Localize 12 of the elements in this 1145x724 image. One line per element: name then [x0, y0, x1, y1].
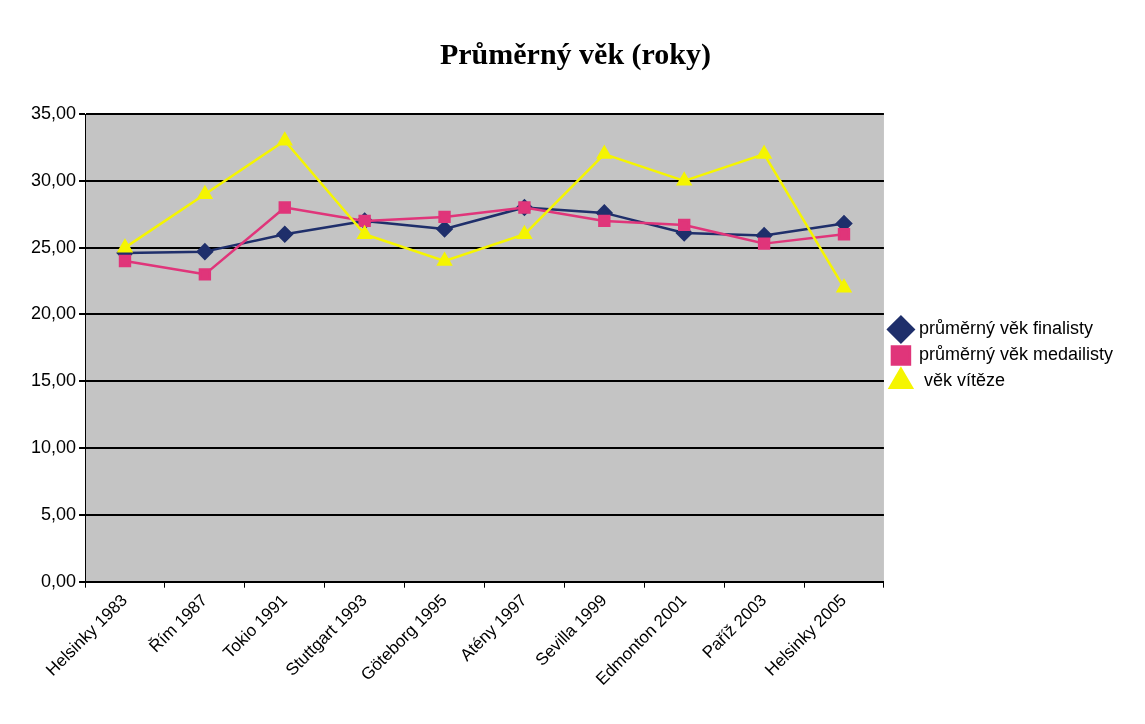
y-tick-label: 20,00 [31, 303, 77, 324]
y-tick-label: 0,00 [41, 570, 77, 591]
y-tick-label: 30,00 [31, 169, 77, 190]
y-tick-label: 15,00 [31, 370, 77, 391]
chart-title: Průměrný věk (roky) [439, 36, 712, 71]
legend-label: průměrný věk finalisty [918, 318, 1093, 339]
y-tick-label: 35,00 [31, 102, 77, 123]
y-tick-label: 10,00 [31, 437, 77, 458]
legend-label: věk vítěze [918, 370, 1005, 391]
legend-label: průměrný věk medailisty [918, 344, 1113, 365]
y-tick-label: 25,00 [31, 236, 77, 257]
y-tick-label: 5,00 [41, 503, 77, 524]
